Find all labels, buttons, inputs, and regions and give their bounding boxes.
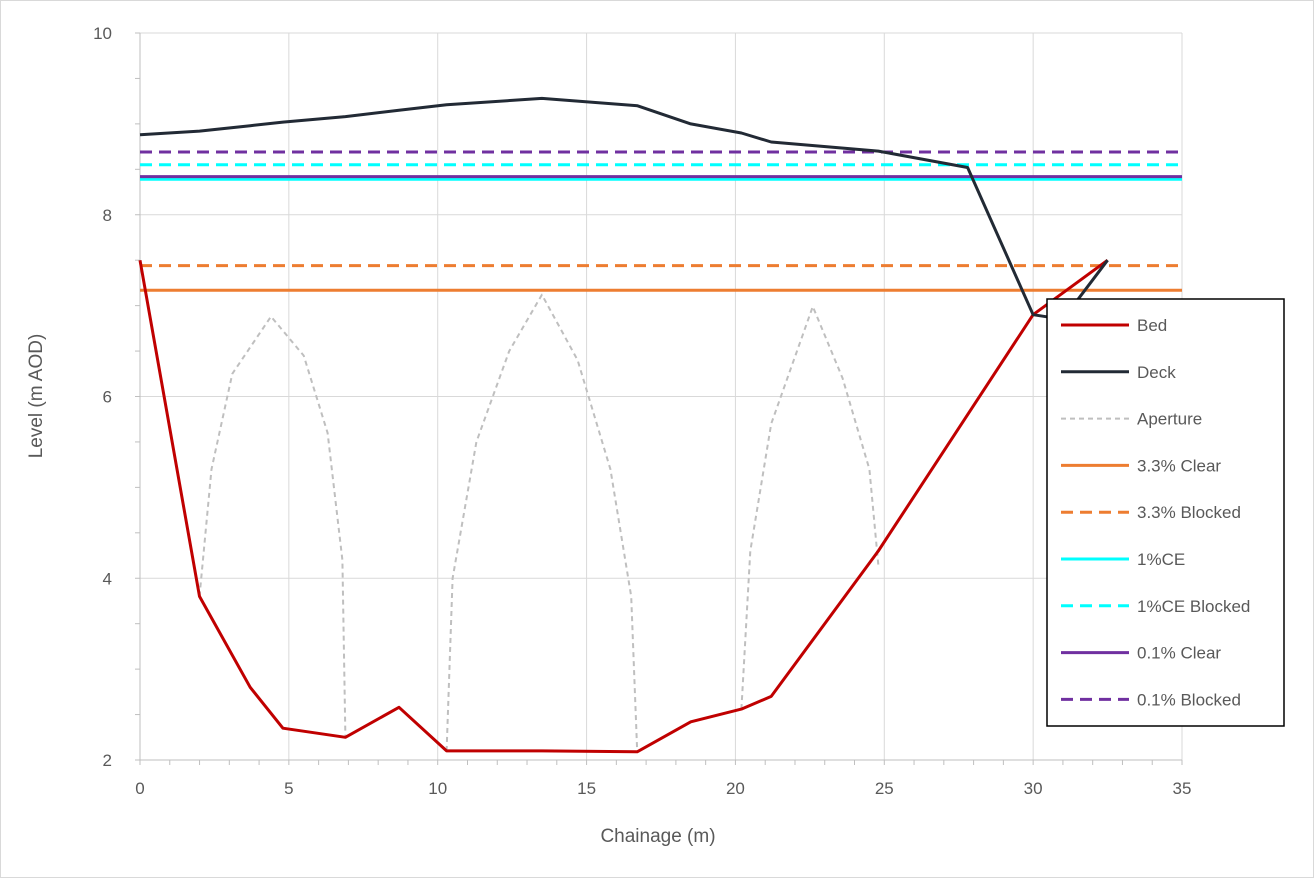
legend-label-0-1pct-blocked: 0.1% Blocked bbox=[1137, 690, 1241, 709]
y-tick-label: 6 bbox=[103, 388, 112, 407]
y-tick-label: 4 bbox=[103, 569, 112, 588]
series-line-aperture bbox=[445, 293, 639, 752]
legend-label-3-3pct-clear: 3.3% Clear bbox=[1137, 456, 1221, 475]
x-tick-label: 15 bbox=[577, 779, 596, 798]
x-tick-label: 10 bbox=[428, 779, 447, 798]
legend-label-deck: Deck bbox=[1137, 363, 1176, 382]
series-line-deck bbox=[139, 96, 1109, 321]
y-axis-title: Level (m AOD) bbox=[26, 334, 47, 459]
series-line-bed bbox=[138, 258, 1109, 754]
y-tick-label: 2 bbox=[103, 751, 112, 770]
x-tick-label: 35 bbox=[1173, 779, 1192, 798]
x-tick-label: 0 bbox=[135, 779, 144, 798]
x-axis-title: Chainage (m) bbox=[600, 826, 715, 847]
x-tick-label: 30 bbox=[1024, 779, 1043, 798]
legend-label-1pctce-blocked: 1%CE Blocked bbox=[1137, 597, 1250, 616]
y-tick-label: 8 bbox=[103, 206, 112, 225]
legend-label-1pctce: 1%CE bbox=[1137, 550, 1185, 569]
legend: Bed Deck Aperture 3.3% Clear 3.3% Blocked 1%C… bbox=[1046, 298, 1285, 727]
series-line-aperture bbox=[198, 315, 347, 738]
legend-label-0-1pct-clear: 0.1% Clear bbox=[1137, 644, 1221, 663]
axis-layer: 0 5 10 15 20 25 30 35 2 4 6 8 10 bbox=[93, 24, 1191, 798]
series-layer bbox=[138, 96, 1182, 754]
legend-label-aperture: Aperture bbox=[1137, 410, 1202, 429]
x-tick-label: 20 bbox=[726, 779, 745, 798]
x-tick-label: 25 bbox=[875, 779, 894, 798]
x-tick-label: 5 bbox=[284, 779, 293, 798]
legend-label-bed: Bed bbox=[1137, 316, 1167, 335]
legend-label-3-3pct-blocked: 3.3% Blocked bbox=[1137, 503, 1241, 522]
y-tick-label: 10 bbox=[93, 24, 112, 43]
